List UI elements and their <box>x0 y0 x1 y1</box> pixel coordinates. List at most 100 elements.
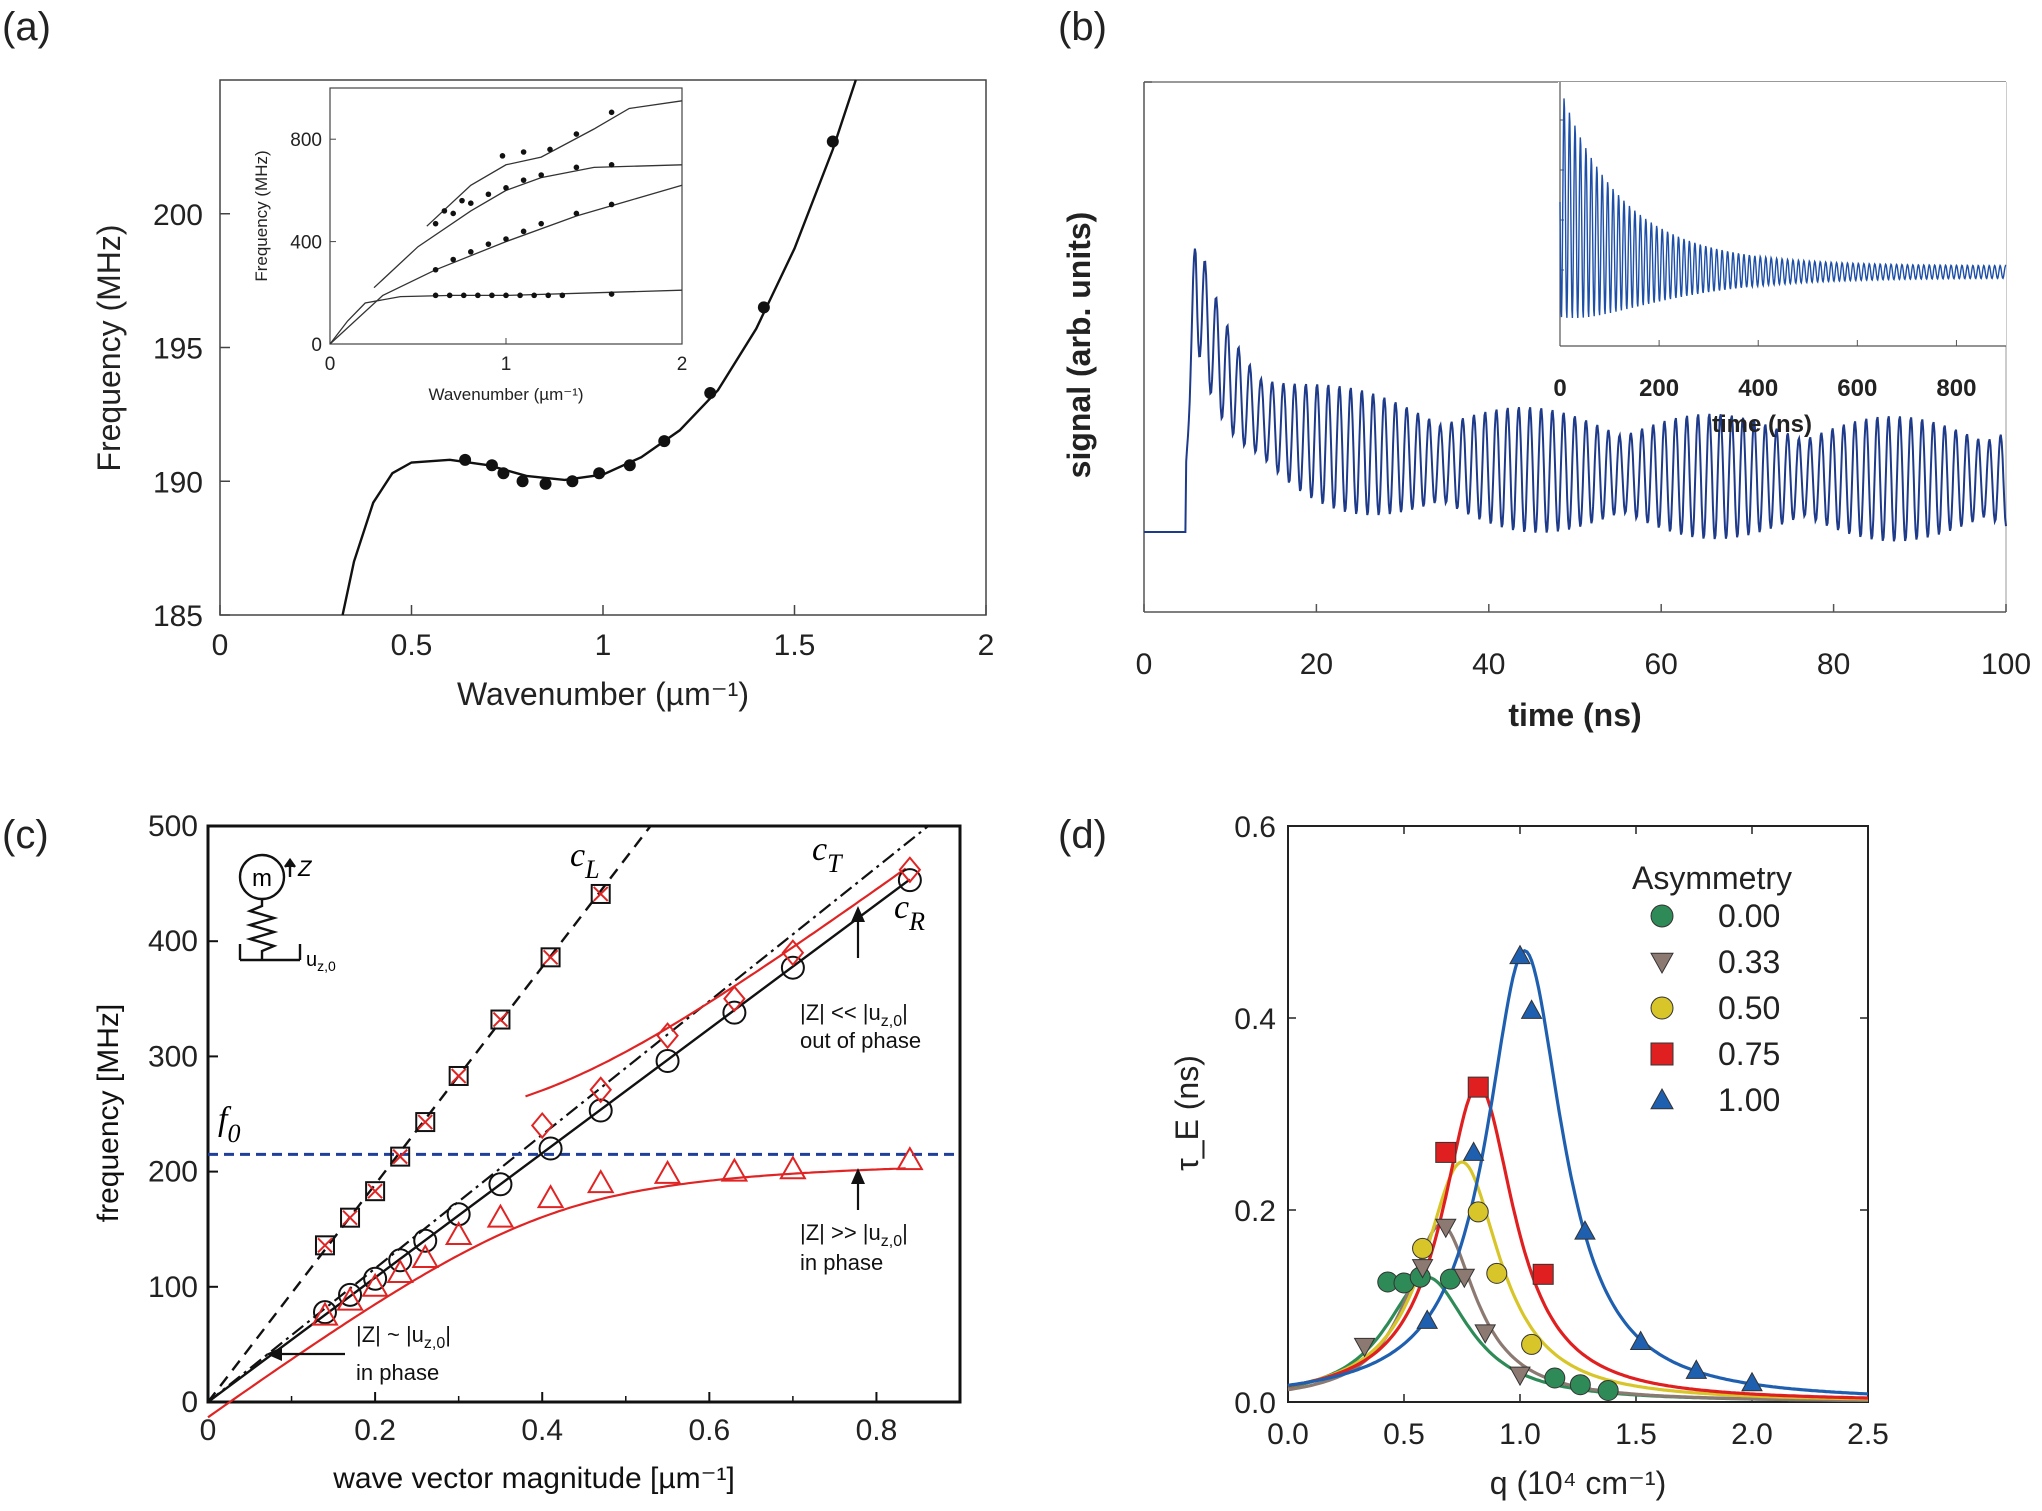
panel-a-fit-curve <box>341 79 857 616</box>
legend-marker-0.75 <box>1650 1042 1674 1066</box>
panel-label-a: (a) <box>2 5 51 49</box>
panel-d-point-0.75 <box>1532 1263 1554 1285</box>
panel-a-inset-point <box>459 197 465 204</box>
u-label-main: u <box>306 949 317 971</box>
panel-a-xtick-label: 1 <box>595 629 612 662</box>
panel-a-inset-point <box>608 291 615 297</box>
panel-d-ytick-label: 0.4 <box>1234 1003 1276 1036</box>
annotation-in-phase-lower: |Z| ~ |uz,0| in phase <box>266 1322 451 1385</box>
panel-a-inset-point <box>441 208 448 214</box>
panel-c-cross-marker <box>492 1011 509 1028</box>
panel-d-point-0.33 <box>1453 1268 1476 1289</box>
panel-c-ytick-label: 100 <box>148 1271 198 1304</box>
panel-d-point-0.50 <box>1521 1333 1543 1355</box>
annotation-out-of-phase: |Z| << |uz,0| out of phase <box>800 906 921 1053</box>
panel-b-xlabel: time (ns) <box>1508 697 1641 733</box>
panel-c-ytick-label: 400 <box>148 925 198 958</box>
panel-a-data-point <box>459 453 472 466</box>
panel-d-point-0.75 <box>1435 1141 1457 1163</box>
annot-3-line2: in phase <box>356 1360 439 1385</box>
panel-d-point-0.00 <box>1544 1367 1566 1389</box>
panel-a-inset-point <box>545 292 552 299</box>
panel-a-inset-point <box>547 146 553 153</box>
panel-c-circle-marker <box>655 1049 680 1074</box>
panel-a-inset-point <box>608 109 615 116</box>
panel-c-square-marker <box>448 1065 469 1086</box>
panel-a-data-point <box>623 459 636 472</box>
panel-b-xtick-label: 100 <box>1981 648 2031 681</box>
panel-c-cross-marker <box>342 1209 358 1226</box>
panel-c-diamond-marker <box>723 985 746 1013</box>
panel-d-point-1.00 <box>1416 1309 1439 1329</box>
panel-c-cR-label: cR <box>894 889 925 936</box>
legend-label-0.50: 0.50 <box>1718 990 1780 1026</box>
panel-a-data-point <box>566 475 579 488</box>
panel-a-data-point <box>826 135 839 148</box>
panel-c-circle-marker <box>538 1136 563 1161</box>
panel-b-inset-xtick-label: 0 <box>1553 375 1566 402</box>
panel-a-inset-point <box>538 220 544 227</box>
panel-b-inset-xtick-label: 800 <box>1936 375 1976 402</box>
panel-d-ytick-label: 0.0 <box>1234 1387 1276 1420</box>
panel-c-circle-marker <box>363 1266 388 1291</box>
panel-d-point-1.00 <box>1685 1359 1708 1379</box>
panel-c-circle-marker <box>413 1228 438 1253</box>
panel-c-square-marker <box>390 1146 411 1167</box>
annot-2-main: |Z| >> |u <box>800 1220 881 1245</box>
panel-c-cL-c: c <box>570 837 585 874</box>
panel-d-point-1.00 <box>1741 1371 1763 1392</box>
panel-a-inset-point <box>608 201 615 208</box>
panel-d-xtick-label: 2.0 <box>1731 1418 1773 1451</box>
panel-b-ylabel: signal (arb. units) <box>1061 212 1097 479</box>
panel-c-triangle-marker <box>536 1184 565 1209</box>
panel-a-inset-curve <box>329 289 683 345</box>
panel-c-diamond-marker <box>781 939 805 967</box>
mass-label: m <box>252 865 272 892</box>
panel-c-f0-label: f0 <box>218 1101 240 1148</box>
panel-d-ylabel: τ_E (ns) <box>1169 1055 1205 1171</box>
legend-label-0.75: 0.75 <box>1718 1036 1780 1072</box>
panel-a-inset-point <box>531 292 537 299</box>
panel-d-point-0.50 <box>1467 1201 1489 1223</box>
panel-a-inset: 0 1 2 0 400 800 Wavenumber (µm⁻¹) Frequency (… <box>252 87 687 404</box>
annot-1-line1: |Z| << |uz,0| <box>800 1000 908 1030</box>
panel-b-inset-xtick-label: 600 <box>1837 375 1877 402</box>
panel-a-inset-ytick-label: 400 <box>290 233 322 254</box>
panel-a-xtick-label: 0.5 <box>391 629 433 662</box>
panel-c-diamond-marker <box>530 1111 554 1140</box>
panel-a-inset-ytick-label: 800 <box>290 130 322 151</box>
panel-b-inset-xtick-label: 200 <box>1639 375 1679 402</box>
panel-a-inset-point <box>503 185 509 191</box>
panel-a-inset-point <box>432 220 439 227</box>
panel-c-xtick-label: 0.8 <box>856 1414 898 1447</box>
panel-a-ytick-label: 195 <box>153 333 203 366</box>
panel-b-xtick-label: 80 <box>1817 648 1850 681</box>
panel-d-curve-1.00 <box>1287 949 1869 1396</box>
annot-1-tail: | <box>902 1000 908 1025</box>
panel-label-d: (d) <box>1058 813 1107 857</box>
legend-label-0.33: 0.33 <box>1718 944 1780 980</box>
panel-c-cross-marker <box>367 1183 383 1199</box>
panel-d-xlabel: q (10⁴ cm⁻¹) <box>1490 1465 1666 1501</box>
panel-a-inset-point <box>608 162 615 168</box>
panel-c-triangle-marker <box>486 1203 515 1228</box>
panel-a-ylabel: Frequency (MHz) <box>91 224 127 471</box>
panel-a-xlabel: Wavenumber (µm⁻¹) <box>457 676 749 712</box>
legend: 0.00 0.33 0.50 0.75 1.00 <box>1650 898 1780 1118</box>
annot-1-main: |Z| << |u <box>800 1000 881 1025</box>
panel-a-inset-xtick-label: 1 <box>501 354 512 375</box>
panel-label-c: (c) <box>2 813 49 857</box>
annot-2-sub: z,0 <box>881 1233 902 1250</box>
u-label: uz,0 <box>306 949 336 974</box>
panel-d-xtick-label: 0.5 <box>1383 1418 1425 1451</box>
panel-a-inset-point <box>573 210 580 217</box>
panel-c-triangle-marker <box>586 1169 615 1194</box>
panel-b-chart: 0 20 40 60 80 100 time (ns) signal (arb. unit… <box>1061 81 2031 733</box>
panel-c-cL-sub: L <box>584 855 599 884</box>
panel-a-inset-curve <box>426 100 683 227</box>
panel-a-data-point <box>593 467 606 480</box>
panel-c-diamond-marker <box>589 1076 613 1104</box>
panel-c-circle-marker <box>388 1248 413 1273</box>
panel-d-curve-0.75 <box>1287 1083 1868 1400</box>
